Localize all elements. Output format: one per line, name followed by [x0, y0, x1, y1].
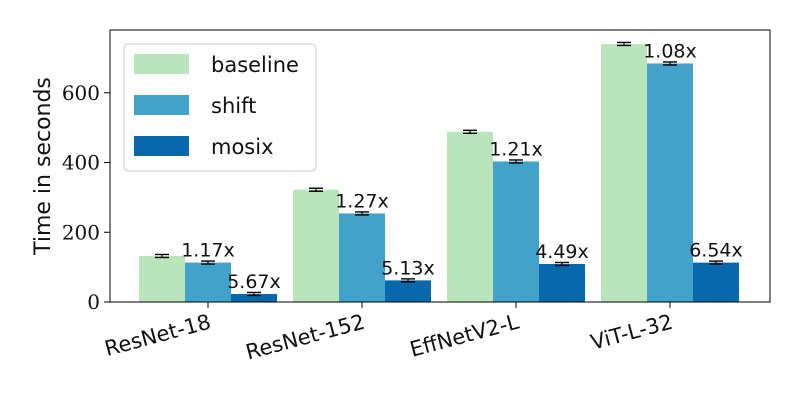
bar-baseline-resnet-152 [293, 189, 339, 302]
error-bar-mosix-resnet-152 [401, 278, 415, 283]
error-bar-shift-effnetv2-l [509, 159, 523, 164]
speedup-label-mosix-vit-l-32: 6.54x [689, 240, 743, 262]
speedup-label-shift-resnet-152: 1.27x [335, 190, 389, 212]
error-bar-baseline-effnetv2-l [463, 129, 477, 135]
legend-swatch-mosix [134, 136, 189, 156]
bar-baseline-resnet-18 [139, 255, 185, 302]
error-bar-mosix-effnetv2-l [555, 261, 569, 267]
y-axis-label: Time in seconds [31, 77, 56, 256]
bars-layer [139, 43, 739, 302]
error-bar-shift-resnet-152 [355, 211, 369, 216]
error-bar-mosix-resnet-18 [247, 291, 261, 297]
error-bar-shift-vit-l-32 [663, 61, 677, 66]
legend-item-mosix: mosix [134, 135, 274, 159]
legend-item-baseline: baseline [134, 53, 299, 77]
plot-frame [109, 29, 771, 303]
error-bar-baseline-resnet-152 [309, 187, 323, 192]
error-bar-mosix-vit-l-32 [709, 260, 723, 265]
y-tick-label: 0 [87, 290, 100, 314]
bar-mosix-resnet-18 [231, 293, 277, 302]
speedup-label-mosix-resnet-18: 5.67x [227, 271, 281, 293]
error-bar-shift-resnet-18 [201, 260, 215, 265]
x-axis: ResNet-18 ResNet-152 EffNetV2-L ViT-L-32 [102, 302, 675, 364]
speedup-label-shift-resnet-18: 1.17x [181, 240, 235, 262]
bar-mosix-resnet-152 [385, 280, 431, 302]
x-tick-label-resnet-18: ResNet-18 [102, 310, 213, 361]
legend: baseline shift mosix [123, 43, 317, 172]
bar-shift-effnetv2-l [493, 161, 539, 302]
speedup-labels-layer: 1.17x 5.67x 1.27x 5.13x 1.21x 4.49x 1.08x 6.54x [181, 40, 743, 293]
bar-baseline-vit-l-32 [601, 43, 647, 302]
error-bar-baseline-vit-l-32 [617, 41, 631, 47]
y-axis: 0 200 400 600 [62, 81, 110, 314]
speedup-label-shift-vit-l-32: 1.08x [643, 40, 697, 62]
x-tick-label-effnetv2-l: EffNetV2-L [407, 310, 521, 362]
x-tick-label-vit-l-32: ViT-L-32 [588, 310, 675, 355]
legend-label-mosix: mosix [211, 135, 274, 159]
y-tick-label: 600 [62, 81, 100, 105]
bar-shift-resnet-18 [185, 262, 231, 302]
bar-shift-resnet-152 [339, 213, 385, 302]
bar-mosix-vit-l-32 [693, 262, 739, 302]
speedup-label-mosix-effnetv2-l: 4.49x [535, 241, 589, 263]
error-bar-baseline-resnet-18 [155, 253, 169, 259]
legend-item-shift: shift [134, 94, 256, 118]
x-tick-label-resnet-152: ResNet-152 [243, 310, 367, 365]
legend-swatch-baseline [134, 54, 189, 74]
bar-baseline-effnetv2-l [447, 131, 493, 302]
legend-label-shift: shift [211, 94, 256, 118]
speedup-label-mosix-resnet-152: 5.13x [381, 257, 435, 279]
bar-mosix-effnetv2-l [539, 263, 585, 302]
speedup-label-shift-effnetv2-l: 1.21x [489, 138, 543, 160]
legend-swatch-shift [134, 95, 189, 115]
y-tick-label: 200 [62, 220, 100, 244]
bar-shift-vit-l-32 [647, 63, 693, 302]
y-tick-label: 400 [62, 151, 100, 175]
error-bars-layer [155, 41, 723, 297]
legend-label-baseline: baseline [211, 53, 299, 77]
